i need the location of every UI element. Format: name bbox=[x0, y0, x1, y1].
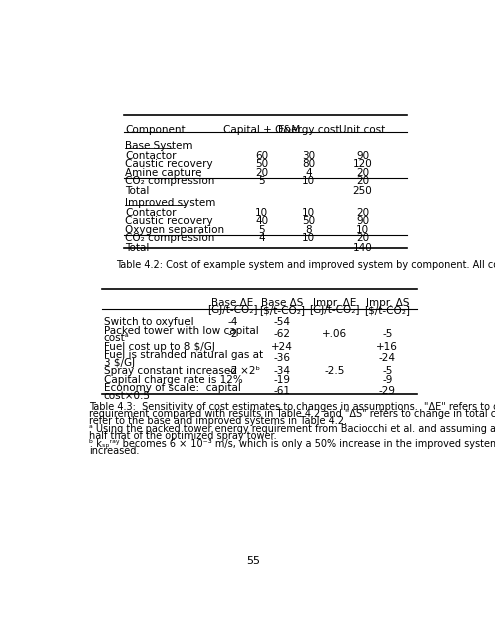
Text: [$/t-CO₂]: [$/t-CO₂] bbox=[259, 305, 305, 316]
Text: half that of the optimized spray tower.: half that of the optimized spray tower. bbox=[89, 431, 277, 441]
Text: Fuel is stranded natural gas at: Fuel is stranded natural gas at bbox=[104, 350, 263, 360]
Text: 30: 30 bbox=[302, 150, 315, 161]
Text: Energy cost: Energy cost bbox=[278, 125, 339, 134]
Text: 10: 10 bbox=[302, 176, 315, 186]
Text: Base ΔS: Base ΔS bbox=[261, 298, 303, 308]
Text: 20: 20 bbox=[356, 233, 369, 243]
Text: Switch to oxyfuel: Switch to oxyfuel bbox=[104, 317, 194, 327]
Text: Capital + O&M: Capital + O&M bbox=[223, 125, 300, 134]
Text: -2: -2 bbox=[227, 328, 238, 339]
Text: Base ΔE: Base ΔE bbox=[211, 298, 253, 308]
Text: 20: 20 bbox=[255, 168, 268, 178]
Text: 10: 10 bbox=[302, 208, 315, 218]
Text: -24: -24 bbox=[379, 353, 396, 364]
Text: [$/t-CO₂]: [$/t-CO₂] bbox=[364, 305, 410, 316]
Text: 20: 20 bbox=[356, 176, 369, 186]
Text: [GJ/t-CO₂]: [GJ/t-CO₂] bbox=[309, 305, 360, 316]
Text: -29: -29 bbox=[379, 387, 396, 396]
Text: Spray constant increased ×2ᵇ: Spray constant increased ×2ᵇ bbox=[104, 366, 260, 376]
Text: 90: 90 bbox=[356, 150, 369, 161]
Text: -4: -4 bbox=[227, 317, 238, 327]
Text: Capital charge rate is 12%: Capital charge rate is 12% bbox=[104, 375, 243, 385]
Text: Improved system: Improved system bbox=[125, 198, 216, 209]
Text: Total: Total bbox=[125, 186, 150, 196]
Text: 20: 20 bbox=[356, 208, 369, 218]
Text: costᵃ: costᵃ bbox=[104, 333, 130, 343]
Text: 50: 50 bbox=[302, 216, 315, 226]
Text: +24: +24 bbox=[271, 342, 293, 351]
Text: ᵃ Using the packed tower energy requirement from Baciocchi et al. and assuming a: ᵃ Using the packed tower energy requirem… bbox=[89, 424, 495, 434]
Text: 80: 80 bbox=[302, 159, 315, 169]
Text: Packed tower with low capital: Packed tower with low capital bbox=[104, 326, 258, 335]
Text: 8: 8 bbox=[305, 225, 312, 235]
Text: Impr. ΔS: Impr. ΔS bbox=[366, 298, 409, 308]
Text: -62: -62 bbox=[273, 328, 291, 339]
Text: Contactor: Contactor bbox=[125, 208, 177, 218]
Text: cost×0.5: cost×0.5 bbox=[104, 391, 150, 401]
Text: 4: 4 bbox=[305, 168, 312, 178]
Text: -2.5: -2.5 bbox=[325, 366, 345, 376]
Text: Base System: Base System bbox=[125, 141, 193, 152]
Text: -9: -9 bbox=[382, 375, 393, 385]
Text: 40: 40 bbox=[255, 216, 268, 226]
Text: Unit cost: Unit cost bbox=[340, 125, 386, 134]
Text: Total: Total bbox=[125, 243, 150, 253]
Text: Oxygen separation: Oxygen separation bbox=[125, 225, 225, 235]
Text: -5: -5 bbox=[382, 328, 393, 339]
Text: refer to the base and improved systems in Table 4.2.: refer to the base and improved systems i… bbox=[89, 415, 347, 426]
Text: Table 4.3:  Sensitivity of cost estimates to changes in assumptions.  "ΔE" refer: Table 4.3: Sensitivity of cost estimates… bbox=[89, 402, 495, 412]
Text: Caustic recovery: Caustic recovery bbox=[125, 159, 213, 169]
Text: 10: 10 bbox=[255, 208, 268, 218]
Text: 5: 5 bbox=[258, 225, 265, 235]
Text: Contactor: Contactor bbox=[125, 150, 177, 161]
Text: 3 $/GJ: 3 $/GJ bbox=[104, 358, 135, 368]
Text: 4: 4 bbox=[258, 233, 265, 243]
Text: CO₂ compression: CO₂ compression bbox=[125, 233, 215, 243]
Text: -19: -19 bbox=[273, 375, 291, 385]
Text: CO₂ compression: CO₂ compression bbox=[125, 176, 215, 186]
Text: ᵇ kₛₚʳᵃʸ becomes 6 × 10⁻³ m/s, which is only a 50% increase in the improved syst: ᵇ kₛₚʳᵃʸ becomes 6 × 10⁻³ m/s, which is … bbox=[89, 438, 495, 449]
Text: [GJ/t-CO₂]: [GJ/t-CO₂] bbox=[207, 305, 257, 316]
Text: -34: -34 bbox=[273, 366, 291, 376]
Text: increased.: increased. bbox=[89, 445, 140, 456]
Text: 140: 140 bbox=[353, 243, 372, 253]
Text: 90: 90 bbox=[356, 216, 369, 226]
Text: Economy of scale:  capital: Economy of scale: capital bbox=[104, 383, 241, 393]
Text: Fuel cost up to 8 $/GJ: Fuel cost up to 8 $/GJ bbox=[104, 342, 215, 351]
Text: 10: 10 bbox=[356, 225, 369, 235]
Text: Component: Component bbox=[125, 125, 186, 134]
Text: Impr. ΔE: Impr. ΔE bbox=[313, 298, 356, 308]
Text: requirement compared with results in Table 4.2 and "ΔS" refers to change in tota: requirement compared with results in Tab… bbox=[89, 409, 495, 419]
Text: 50: 50 bbox=[255, 159, 268, 169]
Text: -5: -5 bbox=[382, 366, 393, 376]
Text: -36: -36 bbox=[273, 353, 291, 364]
Text: 120: 120 bbox=[353, 159, 372, 169]
Text: 60: 60 bbox=[255, 150, 268, 161]
Text: +16: +16 bbox=[376, 342, 398, 351]
Text: -2: -2 bbox=[227, 366, 238, 376]
Text: Table 4.2: Cost of example system and improved system by component. All costs in: Table 4.2: Cost of example system and im… bbox=[116, 260, 495, 270]
Text: 55: 55 bbox=[247, 556, 260, 566]
Text: Caustic recovery: Caustic recovery bbox=[125, 216, 213, 226]
Text: 5: 5 bbox=[258, 176, 265, 186]
Text: -61: -61 bbox=[273, 387, 291, 396]
Text: -54: -54 bbox=[273, 317, 291, 327]
Text: 250: 250 bbox=[353, 186, 372, 196]
Text: 10: 10 bbox=[302, 233, 315, 243]
Text: 20: 20 bbox=[356, 168, 369, 178]
Text: Amine capture: Amine capture bbox=[125, 168, 202, 178]
Text: +.06: +.06 bbox=[322, 328, 347, 339]
